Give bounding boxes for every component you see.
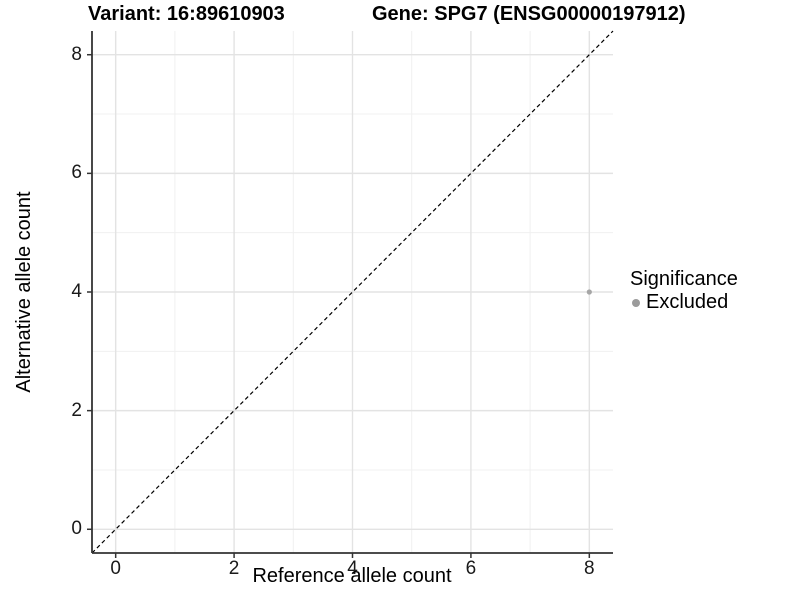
data-point bbox=[586, 289, 592, 295]
identity-line bbox=[91, 30, 614, 554]
legend-item-label: Excluded bbox=[646, 291, 729, 313]
legend: Significance Excluded bbox=[628, 268, 738, 314]
y-tick-label: 4 bbox=[71, 281, 82, 302]
x-tick-label: 2 bbox=[228, 558, 240, 579]
y-tick-label: 8 bbox=[71, 43, 82, 65]
y-tick-label: 0 bbox=[71, 518, 82, 540]
x-tick-label: 6 bbox=[465, 558, 477, 579]
y-tick-label: 2 bbox=[71, 399, 82, 421]
y-tick-label: 6 bbox=[71, 162, 82, 184]
plot-title-gene: Gene: SPG7 (ENSG00000197912) bbox=[372, 3, 686, 25]
legend-item-excluded: Excluded bbox=[628, 291, 738, 314]
y-axis-label: Alternative allele count bbox=[13, 191, 35, 393]
legend-title: Significance bbox=[630, 268, 738, 290]
x-axis-label: Reference allele count bbox=[252, 565, 452, 587]
x-tick-label: 8 bbox=[584, 558, 595, 579]
excluded-dot-icon bbox=[632, 298, 640, 307]
x-tick-label: 4 bbox=[347, 558, 358, 579]
x-tick-label: 0 bbox=[110, 558, 121, 579]
plot-title-variant: Variant: 16:89610903 bbox=[88, 3, 285, 25]
